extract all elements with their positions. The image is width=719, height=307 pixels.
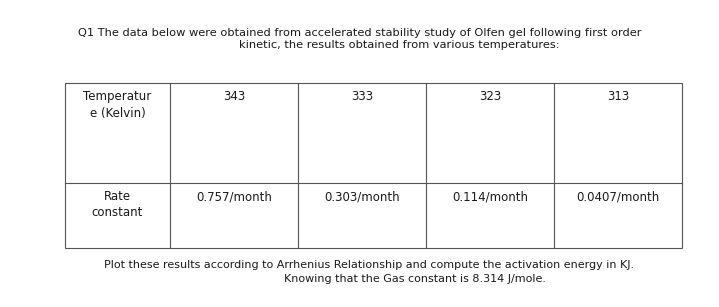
- Text: 0.114/month: 0.114/month: [452, 190, 528, 203]
- Text: 333: 333: [351, 90, 373, 103]
- Text: 343: 343: [223, 90, 245, 103]
- Text: Rate
constant: Rate constant: [92, 190, 143, 220]
- Text: 323: 323: [479, 90, 501, 103]
- Text: kinetic, the results obtained from various temperatures:: kinetic, the results obtained from vario…: [239, 40, 560, 50]
- Text: Knowing that the Gas constant is 8.314 J/mole.: Knowing that the Gas constant is 8.314 J…: [283, 274, 546, 284]
- Text: 0.303/month: 0.303/month: [324, 190, 400, 203]
- Text: Plot these results according to Arrhenius Relationship and compute the activatio: Plot these results according to Arrheniu…: [104, 260, 635, 270]
- Text: 0.757/month: 0.757/month: [196, 190, 272, 203]
- Text: 0.0407/month: 0.0407/month: [577, 190, 659, 203]
- Bar: [65, 83, 682, 248]
- Text: 313: 313: [607, 90, 629, 103]
- Text: Q1 The data below were obtained from accelerated stability study of Olfen gel fo: Q1 The data below were obtained from acc…: [78, 28, 641, 38]
- Text: Temperatur
e (Kelvin): Temperatur e (Kelvin): [83, 90, 152, 119]
